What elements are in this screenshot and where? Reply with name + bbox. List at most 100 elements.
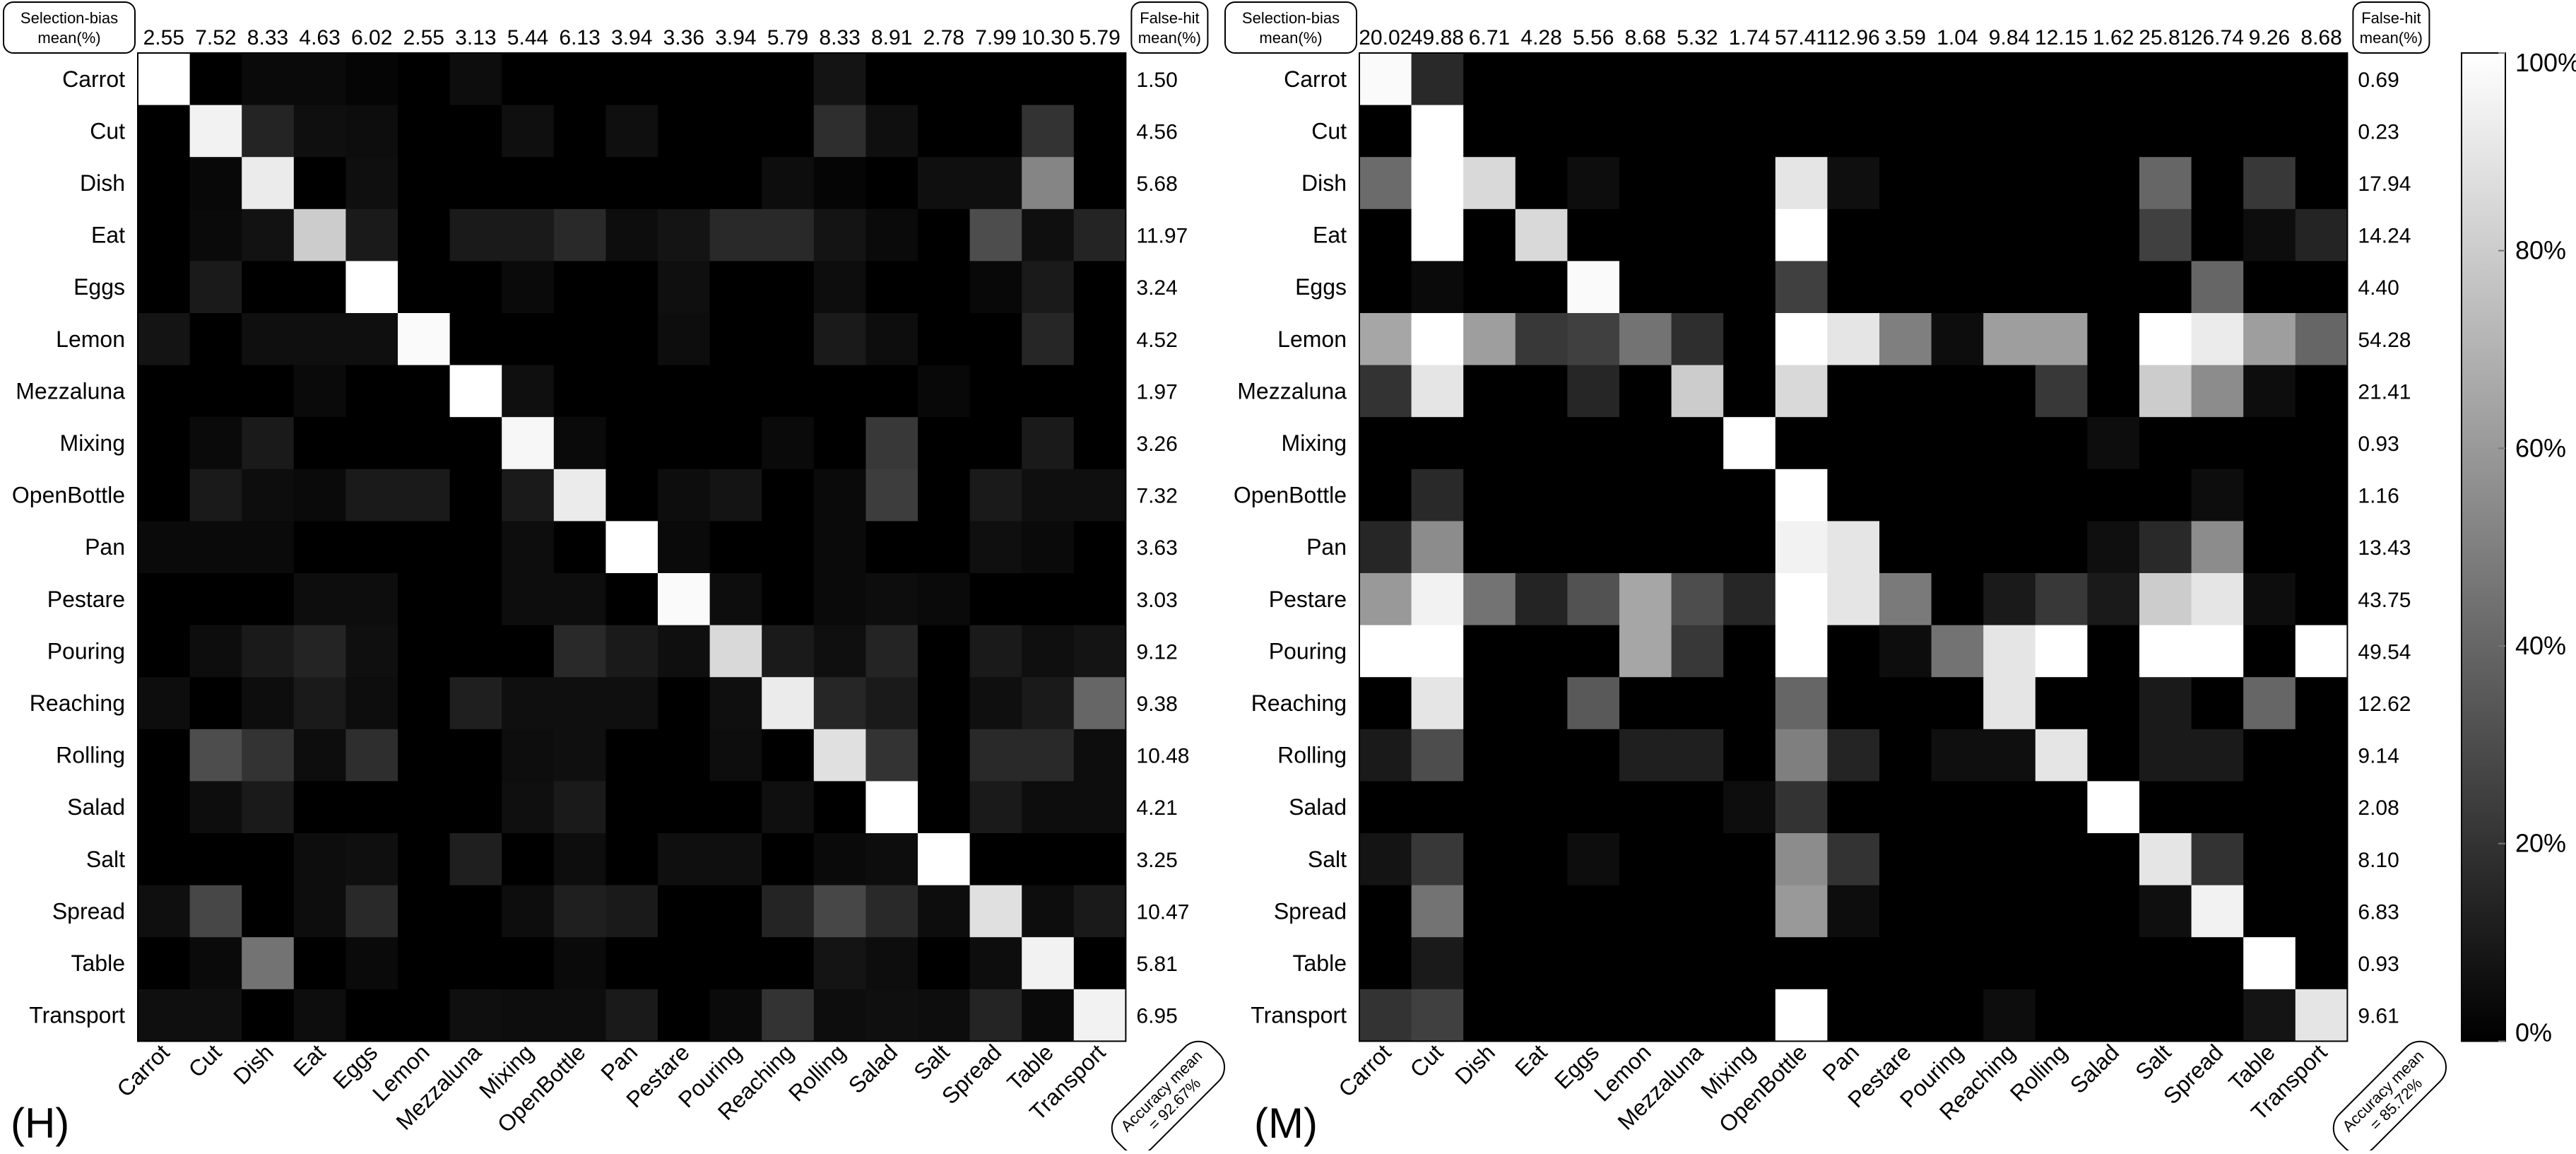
heatmap-cell — [1073, 989, 1126, 1042]
heatmap-cell — [1723, 833, 1776, 886]
heatmap-cell — [969, 365, 1022, 418]
heatmap-cell — [1515, 365, 1568, 418]
heatmap-cell — [1723, 937, 1776, 990]
heatmap-cell — [242, 781, 295, 834]
heatmap-cell — [1619, 53, 1672, 106]
heatmap-cell — [865, 469, 918, 522]
heatmap-cell — [398, 729, 451, 782]
false-hit-value: 1.16 — [2358, 485, 2399, 508]
heatmap-cell — [2191, 313, 2244, 366]
heatmap-cell — [1411, 573, 1464, 626]
heatmap-cell — [1022, 469, 1075, 522]
heatmap-cell — [1411, 208, 1464, 261]
heatmap-cell — [2139, 781, 2192, 834]
heatmap-cell — [138, 729, 191, 782]
heatmap-cell — [1619, 157, 1672, 210]
heatmap-cell — [762, 833, 815, 886]
heatmap-cell — [918, 105, 971, 158]
heatmap-cell — [345, 313, 398, 366]
heatmap-cell — [1463, 313, 1516, 366]
heatmap-cell — [865, 313, 918, 366]
heatmap-cell — [449, 729, 502, 782]
heatmap-cell — [553, 729, 606, 782]
heatmap-cell — [1567, 885, 1620, 938]
row-label: OpenBottle — [12, 483, 125, 508]
colorbar-tick-label: 100% — [2515, 48, 2576, 77]
false-hit-value: 4.40 — [2358, 276, 2399, 300]
selection-bias-value: 2.55 — [403, 26, 444, 49]
heatmap-cell — [1619, 937, 1672, 990]
heatmap-cell — [553, 937, 606, 990]
heatmap-cell — [398, 157, 451, 210]
heatmap-cell — [1983, 521, 2036, 574]
heatmap-cell — [1879, 677, 1932, 730]
selection-bias-value: 12.96 — [1827, 26, 1880, 49]
heatmap-cell — [1073, 157, 1126, 210]
heatmap-cell — [1515, 157, 1568, 210]
heatmap-cell — [865, 521, 918, 574]
heatmap-cell — [398, 781, 451, 834]
heatmap-cell — [1983, 53, 2036, 106]
heatmap-cell — [1359, 521, 1412, 574]
column-label: Dish — [1450, 1040, 1500, 1090]
heatmap-cell — [1931, 365, 1984, 418]
heatmap-cell — [1723, 989, 1776, 1042]
heatmap-cell — [1879, 469, 1932, 522]
heatmap-cell — [2087, 469, 2140, 522]
heatmap-cell — [1671, 157, 1724, 210]
selection-bias-value: 6.02 — [351, 26, 392, 49]
false-hit-value: 8.10 — [2358, 849, 2399, 872]
heatmap-cell — [1983, 937, 2036, 990]
colorbar-tick-label: 60% — [2515, 433, 2566, 462]
heatmap-cell — [1671, 677, 1724, 730]
heatmap-cell — [2087, 521, 2140, 574]
heatmap-cell — [2087, 365, 2140, 418]
heatmap-cell — [1022, 261, 1075, 314]
heatmap-cell — [138, 521, 191, 574]
heatmap-cell — [762, 729, 815, 782]
heatmap-cell — [2243, 989, 2296, 1042]
heatmap-cell — [1827, 105, 1880, 158]
selection-bias-value: 4.63 — [299, 26, 340, 49]
heatmap-cell — [2243, 365, 2296, 418]
heatmap-cell — [1073, 417, 1126, 470]
heatmap-cell — [762, 937, 815, 990]
heatmap-cell — [553, 677, 606, 730]
heatmap-cell — [398, 261, 451, 314]
heatmap-cell — [865, 365, 918, 418]
heatmap-cell — [1879, 521, 1932, 574]
heatmap-cell — [2035, 313, 2088, 366]
heatmap-cell — [865, 885, 918, 938]
heatmap-cell — [1983, 677, 2036, 730]
heatmap-cell — [658, 729, 711, 782]
heatmap-cell — [1827, 208, 1880, 261]
false-hit-value: 1.50 — [1136, 69, 1177, 92]
heatmap-cell — [1411, 625, 1464, 678]
selection-bias-value: 26.74 — [2191, 26, 2244, 49]
heatmap-cell — [1619, 469, 1672, 522]
heatmap-cell — [1827, 469, 1880, 522]
heatmap-cell — [2243, 677, 2296, 730]
heatmap-cell — [2035, 365, 2088, 418]
heatmap-cell — [502, 157, 555, 210]
heatmap-cell — [345, 781, 398, 834]
heatmap-cell — [1983, 781, 2036, 834]
heatmap-cell — [605, 937, 658, 990]
heatmap-cell — [293, 937, 346, 990]
heatmap-cell — [502, 208, 555, 261]
false-hit-value: 5.81 — [1136, 953, 1177, 976]
heatmap-cell — [2139, 833, 2192, 886]
heatmap-cell — [1567, 417, 1620, 470]
heatmap-cell — [658, 313, 711, 366]
heatmap-cell — [2035, 729, 2088, 782]
heatmap-cell — [969, 833, 1022, 886]
heatmap-cell — [1723, 521, 1776, 574]
heatmap-cell — [1671, 365, 1724, 418]
heatmap-cell — [502, 937, 555, 990]
heatmap-cell — [1073, 781, 1126, 834]
column-label: Dish — [228, 1040, 278, 1090]
heatmap-cell — [138, 989, 191, 1042]
heatmap-cell — [398, 989, 451, 1042]
heatmap-cells — [138, 53, 1126, 1042]
heatmap-cell — [918, 625, 971, 678]
